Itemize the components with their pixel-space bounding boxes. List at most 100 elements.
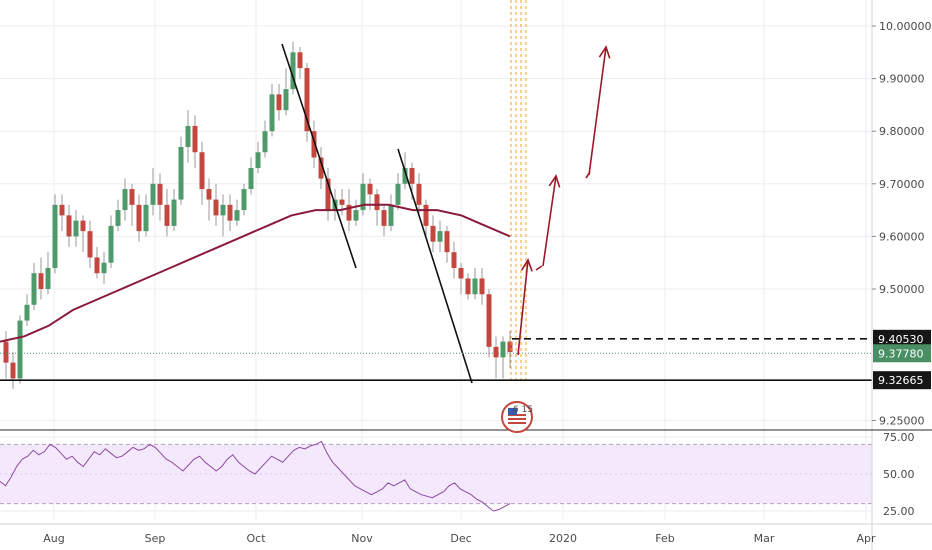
candle-body — [430, 225, 436, 242]
moving-average-line — [0, 203, 511, 343]
level-badge — [873, 344, 931, 363]
candle-body — [318, 157, 324, 179]
candle-body — [59, 204, 65, 216]
candle-body — [80, 220, 86, 232]
trend-line-1 — [281, 43, 357, 269]
candle-body — [367, 183, 373, 195]
rsi-path — [0, 440, 511, 512]
candle-body — [185, 125, 191, 147]
candle-body — [479, 278, 485, 295]
forecast-arrow-head — [548, 174, 561, 188]
candle-body — [465, 278, 471, 295]
candle-body — [241, 189, 247, 211]
candle-body — [493, 346, 499, 358]
candle-body — [269, 94, 275, 132]
ma-path — [0, 203, 511, 343]
candle-body — [472, 278, 478, 295]
forecast-arrow — [535, 265, 543, 271]
x-tick-label: 2020 — [549, 532, 577, 545]
y-tick-label: 10.00000 — [879, 20, 932, 33]
candle-body — [227, 204, 233, 221]
candle-body — [283, 89, 289, 111]
candle-body — [101, 262, 107, 274]
candle-body — [31, 273, 37, 305]
candle-body — [45, 267, 51, 289]
candle-body — [199, 152, 205, 190]
drawing-annotations — [281, 0, 611, 384]
y-tick-label: 9.50000 — [879, 283, 925, 296]
candle-body — [234, 210, 240, 221]
candle-body — [353, 210, 359, 221]
candle-body — [52, 204, 58, 268]
candle-body — [150, 183, 156, 205]
candle-body — [297, 52, 303, 69]
candle-body — [143, 204, 149, 232]
x-tick-label: Apr — [856, 532, 876, 545]
candle-body — [262, 131, 268, 153]
level-badge — [873, 371, 931, 390]
candle-body — [213, 199, 219, 216]
candle-body — [325, 178, 331, 211]
x-tick-label: Aug — [43, 532, 64, 545]
candle-body — [115, 210, 121, 226]
candle-body — [192, 125, 198, 153]
us-flag-icon — [508, 416, 526, 418]
grid — [0, 0, 872, 520]
rsi-tick-label: 25.00 — [883, 505, 915, 518]
x-tick-label: Nov — [351, 532, 373, 545]
event-badge-label: 6 15 — [513, 405, 533, 415]
forecast-arrow-head — [598, 45, 611, 59]
candle-body — [437, 231, 443, 242]
level-badge-label: 9.37780 — [878, 347, 924, 360]
y-tick-label: 9.90000 — [879, 73, 925, 86]
price-levels — [0, 338, 872, 381]
candle-body — [402, 168, 408, 184]
level-badge-label: 9.40530 — [878, 333, 924, 346]
candlestick-series — [3, 41, 513, 389]
candle-body — [346, 204, 352, 221]
candle-body — [444, 231, 450, 253]
rsi-tick-label: 50.00 — [883, 468, 915, 481]
x-tick-label: Mar — [754, 532, 775, 545]
candle-body — [220, 204, 226, 216]
candle-body — [17, 320, 23, 379]
candle-body — [164, 204, 170, 226]
candle-body — [304, 68, 310, 132]
candle-body — [374, 194, 380, 211]
level-badge — [873, 329, 931, 348]
candle-body — [136, 204, 142, 232]
candle-body — [276, 94, 282, 111]
candle-body — [339, 199, 345, 205]
x-tick-label: Dec — [450, 532, 471, 545]
candle-body — [122, 189, 128, 211]
candle-body — [87, 231, 93, 258]
trend-line-2 — [397, 148, 473, 384]
us-flag-icon — [508, 414, 526, 424]
candle-body — [171, 199, 177, 226]
candle-body — [486, 294, 492, 347]
candle-body — [500, 341, 506, 358]
rsi-tick-label: 75.00 — [883, 431, 915, 444]
candle-body — [416, 183, 422, 205]
candle-body — [206, 189, 212, 200]
candle-body — [360, 183, 366, 211]
candle-body — [388, 204, 394, 226]
candle-body — [409, 168, 415, 184]
forecast-arrow — [588, 46, 607, 176]
rsi-line — [0, 440, 511, 512]
candle-body — [248, 168, 254, 190]
y-tick-label: 9.60000 — [879, 230, 925, 243]
event-badge[interactable]: 6 15 — [501, 401, 533, 433]
us-flag-icon — [508, 420, 526, 422]
rsi-band — [0, 443, 872, 505]
candle-body — [423, 204, 429, 226]
candle-body — [24, 304, 30, 321]
candle-body — [395, 183, 401, 205]
y-tick-label: 9.70000 — [879, 178, 925, 191]
forecast-arrow — [585, 171, 591, 179]
candle-body — [73, 220, 79, 237]
forecast-arrow — [517, 259, 529, 356]
candle-body — [66, 215, 72, 237]
candle-body — [458, 267, 464, 279]
